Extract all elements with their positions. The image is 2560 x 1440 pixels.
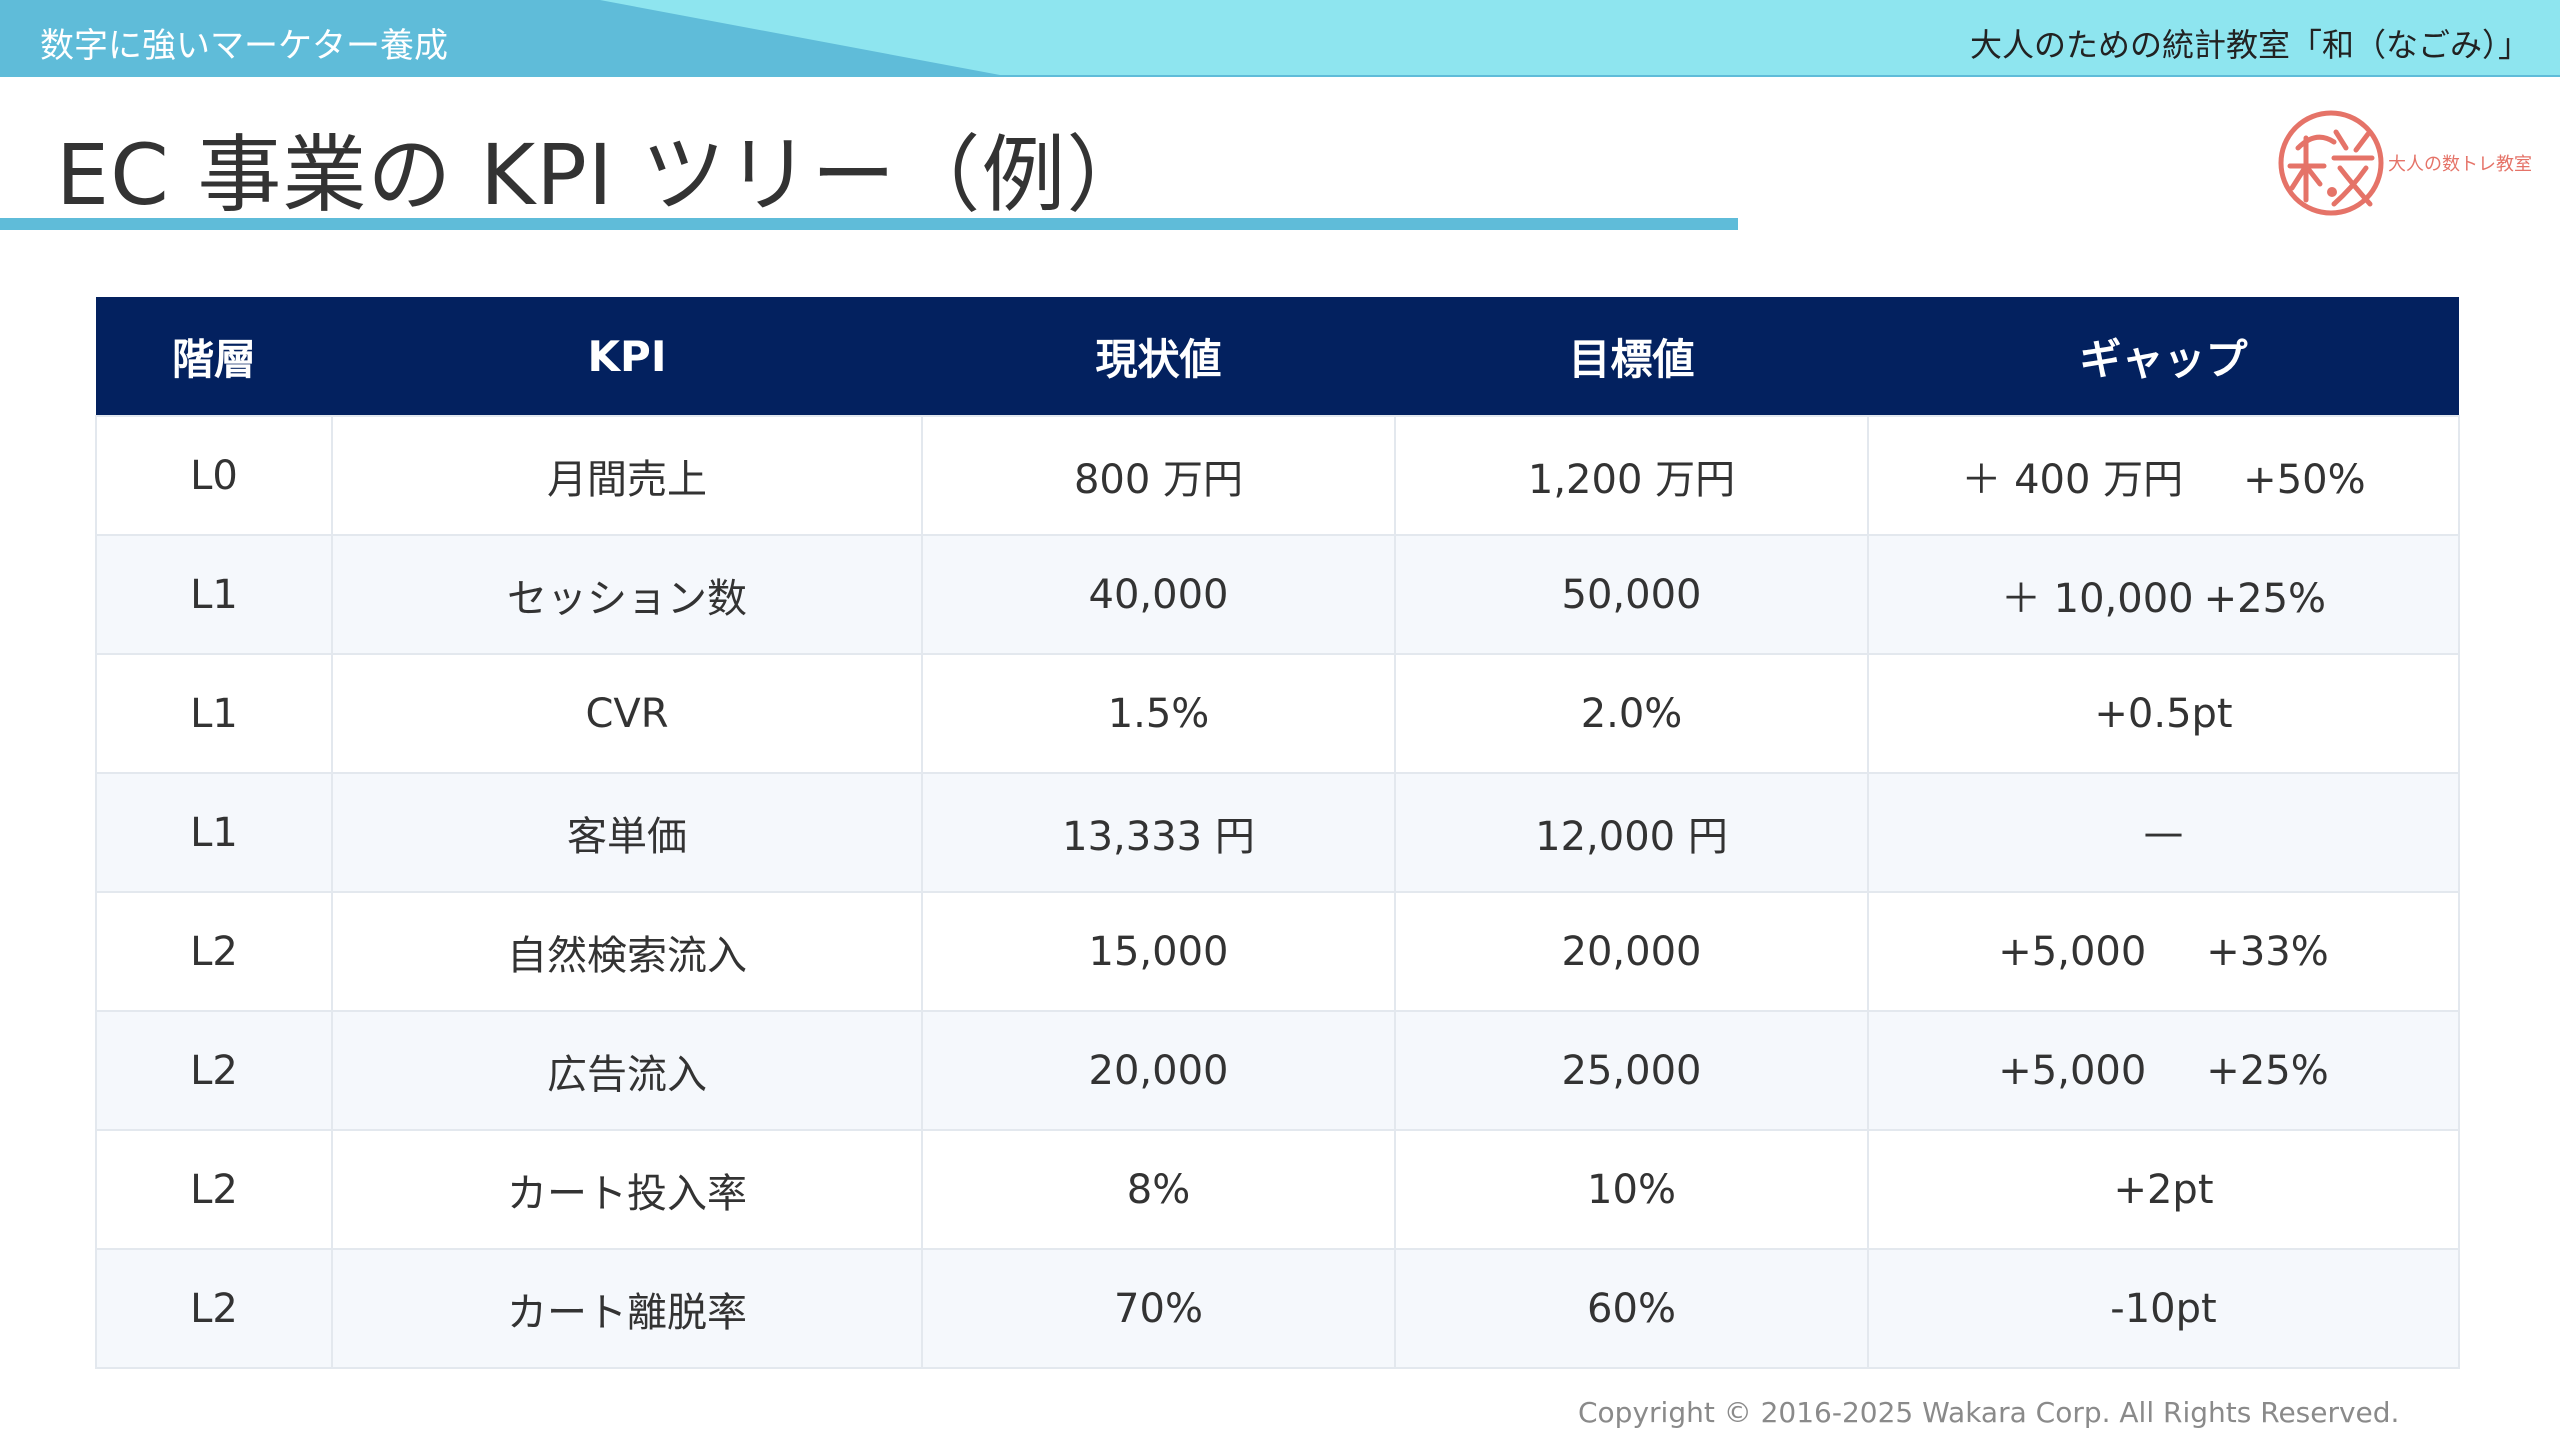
target-cell: 1,200 万円 [1394,415,1869,536]
gap-cell: +0.5pt [1867,653,2460,774]
gap-cell: +5,000 +33% [1867,891,2460,1012]
gap-cell: +2pt [1867,1129,2460,1250]
top-banner: 数字に強いマーケター養成 大人のための統計教室「和（なごみ）」 [0,0,2560,75]
target-cell: 2.0% [1394,653,1869,774]
table-row: L2 カート離脱率 70% 60% -10pt [95,1248,2460,1369]
table-row: L2 カート投入率 8% 10% +2pt [95,1129,2460,1250]
gap-relative: +50% [2243,456,2366,503]
target-cell: 10% [1394,1129,1869,1250]
table-row: L2 自然検索流入 15,000 20,000 +5,000 +33% [95,891,2460,1012]
current-cell: 15,000 [921,891,1396,1012]
gap-absolute: +5,000 [1998,1047,2147,1094]
column-header-level: 階層 [96,297,332,416]
level-cell: L2 [95,1129,333,1250]
gap-cell: -10pt [1867,1248,2460,1369]
column-header-target: 目標値 [1395,297,1868,416]
gap-cell: ＋ 400 万円 +50% [1867,415,2460,536]
kpi-cell: CVR [331,653,923,774]
column-header-kpi: KPI [332,297,922,416]
gap-absolute: ＋ 10,000 [2000,575,2194,622]
kpi-cell: カート離脱率 [331,1248,923,1369]
gap-cell: — [1867,772,2460,893]
current-cell: 20,000 [921,1010,1396,1131]
level-cell: L0 [95,415,333,536]
kpi-cell: 広告流入 [331,1010,923,1131]
wakara-logo-icon [2278,110,2384,216]
kpi-cell: 客単価 [331,772,923,893]
table-row: L2 広告流入 20,000 25,000 +5,000 +25% [95,1010,2460,1131]
target-cell: 12,000 円 [1394,772,1869,893]
current-cell: 40,000 [921,534,1396,655]
column-header-current: 現状値 [922,297,1395,416]
target-cell: 50,000 [1394,534,1869,655]
level-cell: L2 [95,891,333,1012]
level-cell: L2 [95,1010,333,1131]
target-cell: 60% [1394,1248,1869,1369]
gap-absolute: ＋ 400 万円 [1961,456,2184,503]
school-name: 大人のための統計教室「和（なごみ）」 [1969,26,2530,64]
table-row: L1 客単価 13,333 円 12,000 円 — [95,772,2460,893]
gap-absolute: +5,000 [1998,928,2147,975]
target-cell: 20,000 [1394,891,1869,1012]
current-cell: 70% [921,1248,1396,1369]
kpi-cell: 月間売上 [331,415,923,536]
kpi-table: 階層 KPI 現状値 目標値 ギャップ L0 月間売上 800 万円 1,200… [95,297,2460,1369]
kpi-cell: カート投入率 [331,1129,923,1250]
current-cell: 1.5% [921,653,1396,774]
copyright-notice: Copyright © 2016-2025 Wakara Corp. All R… [1578,1396,2400,1429]
table-header-row: 階層 KPI 現状値 目標値 ギャップ [96,297,2459,416]
level-cell: L1 [95,772,333,893]
column-header-gap: ギャップ [1868,297,2459,416]
title-underline [0,218,1738,230]
table-row: L1 CVR 1.5% 2.0% +0.5pt [95,653,2460,774]
kpi-cell: 自然検索流入 [331,891,923,1012]
banner-subtitle: 数字に強いマーケター養成 [40,26,448,66]
table-row: L1 セッション数 40,000 50,000 ＋ 10,000 +25% [95,534,2460,655]
table-row: L0 月間売上 800 万円 1,200 万円 ＋ 400 万円 +50% [95,415,2460,536]
level-cell: L1 [95,653,333,774]
gap-relative: +25% [2206,1047,2329,1094]
target-cell: 25,000 [1394,1010,1869,1131]
banner-divider [0,75,2560,77]
current-cell: 13,333 円 [921,772,1396,893]
logo: 大人の数トレ教室 [2276,108,2536,218]
current-cell: 800 万円 [921,415,1396,536]
logo-text: 大人の数トレ教室 [2388,154,2532,175]
gap-relative: +25% [2203,575,2327,622]
gap-relative: +33% [2206,928,2329,975]
gap-cell: ＋ 10,000 +25% [1867,534,2460,655]
current-cell: 8% [921,1129,1396,1250]
slide-title: EC 事業の KPI ツリー（例） [56,126,1152,224]
level-cell: L1 [95,534,333,655]
level-cell: L2 [95,1248,333,1369]
kpi-cell: セッション数 [331,534,923,655]
gap-cell: +5,000 +25% [1867,1010,2460,1131]
